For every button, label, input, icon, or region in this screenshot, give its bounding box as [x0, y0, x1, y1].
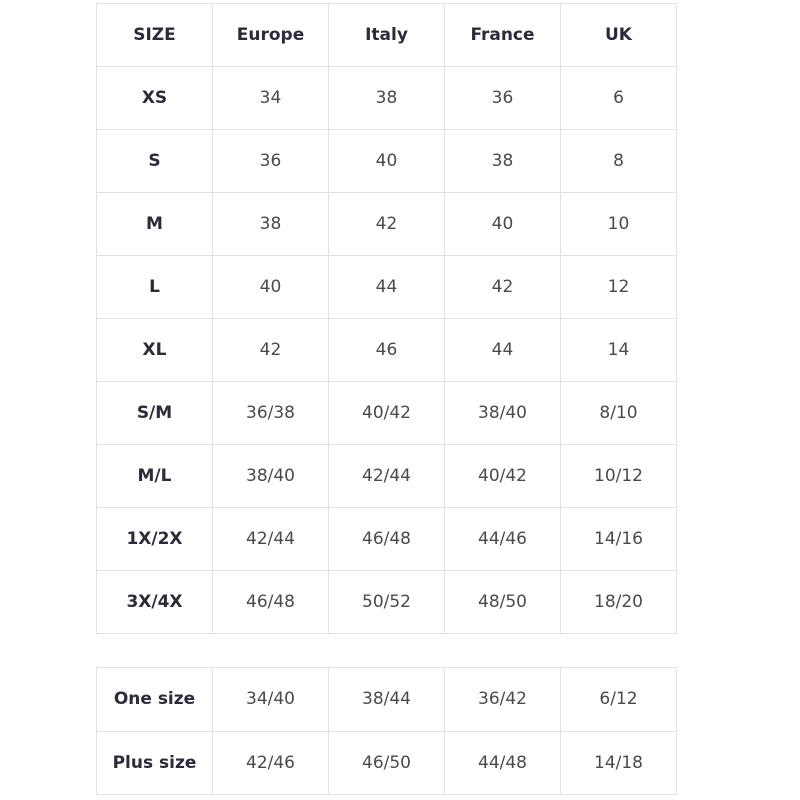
size-label-cell: Plus size: [96, 730, 213, 795]
size-value-cell: 42/44: [328, 444, 445, 508]
size-value-cell: 42: [444, 255, 561, 319]
header-cell: UK: [560, 3, 677, 67]
size-value-cell: 36: [212, 129, 329, 193]
size-value-cell: 46/50: [328, 730, 445, 795]
size-value-cell: 42/44: [212, 507, 329, 571]
table-row: XL 42 46 44 14: [96, 318, 677, 382]
size-value-cell: 50/52: [328, 570, 445, 634]
size-value-cell: 42: [212, 318, 329, 382]
size-value-cell: 14: [560, 318, 677, 382]
size-value-cell: 36: [444, 66, 561, 130]
table-row: M/L 38/40 42/44 40/42 10/12: [96, 444, 677, 508]
size-label-cell: M: [96, 192, 213, 256]
size-label-cell: One size: [96, 667, 213, 732]
size-value-cell: 44: [444, 318, 561, 382]
size-value-cell: 42: [328, 192, 445, 256]
table-row: M 38 42 40 10: [96, 192, 677, 256]
size-value-cell: 10/12: [560, 444, 677, 508]
size-label-cell: XL: [96, 318, 213, 382]
size-value-cell: 34: [212, 66, 329, 130]
size-label-cell: S/M: [96, 381, 213, 445]
size-chart-table: SIZE Europe Italy France UK XS 34 38 36 6 S 36…: [96, 3, 677, 634]
extra-size-table: One size 34/40 38/44 36/42 6/12 Plus size 42/4…: [96, 667, 677, 795]
size-value-cell: 46: [328, 318, 445, 382]
size-value-cell: 38: [212, 192, 329, 256]
table-row: S 36 40 38 8: [96, 129, 677, 193]
header-cell: SIZE: [96, 3, 213, 67]
table-row: One size 34/40 38/44 36/42 6/12: [96, 667, 677, 732]
size-value-cell: 6/12: [560, 667, 677, 732]
size-value-cell: 6: [560, 66, 677, 130]
table-row: S/M 36/38 40/42 38/40 8/10: [96, 381, 677, 445]
header-cell: France: [444, 3, 561, 67]
size-value-cell: 14/18: [560, 730, 677, 795]
size-value-cell: 46/48: [328, 507, 445, 571]
size-value-cell: 34/40: [212, 667, 329, 732]
header-cell: Italy: [328, 3, 445, 67]
size-value-cell: 40/42: [328, 381, 445, 445]
size-value-cell: 38: [328, 66, 445, 130]
size-value-cell: 8: [560, 129, 677, 193]
size-value-cell: 40: [444, 192, 561, 256]
size-value-cell: 48/50: [444, 570, 561, 634]
size-label-cell: 3X/4X: [96, 570, 213, 634]
size-label-cell: M/L: [96, 444, 213, 508]
size-value-cell: 38/40: [212, 444, 329, 508]
size-value-cell: 14/16: [560, 507, 677, 571]
header-cell: Europe: [212, 3, 329, 67]
table-row: 3X/4X 46/48 50/52 48/50 18/20: [96, 570, 677, 634]
size-value-cell: 10: [560, 192, 677, 256]
size-value-cell: 40: [328, 129, 445, 193]
size-label-cell: L: [96, 255, 213, 319]
size-value-cell: 44: [328, 255, 445, 319]
header-row: SIZE Europe Italy France UK: [96, 3, 677, 67]
size-value-cell: 40: [212, 255, 329, 319]
size-value-cell: 42/46: [212, 730, 329, 795]
size-label-cell: 1X/2X: [96, 507, 213, 571]
size-value-cell: 46/48: [212, 570, 329, 634]
size-value-cell: 40/42: [444, 444, 561, 508]
table-row: Plus size 42/46 46/50 44/48 14/18: [96, 730, 677, 795]
table-row: XS 34 38 36 6: [96, 66, 677, 130]
size-value-cell: 12: [560, 255, 677, 319]
size-label-cell: S: [96, 129, 213, 193]
size-value-cell: 36/42: [444, 667, 561, 732]
size-value-cell: 8/10: [560, 381, 677, 445]
size-value-cell: 18/20: [560, 570, 677, 634]
size-value-cell: 44/46: [444, 507, 561, 571]
size-value-cell: 38/44: [328, 667, 445, 732]
table-row: L 40 44 42 12: [96, 255, 677, 319]
table-row: 1X/2X 42/44 46/48 44/46 14/16: [96, 507, 677, 571]
size-label-cell: XS: [96, 66, 213, 130]
size-value-cell: 38: [444, 129, 561, 193]
size-value-cell: 44/48: [444, 730, 561, 795]
size-value-cell: 38/40: [444, 381, 561, 445]
size-value-cell: 36/38: [212, 381, 329, 445]
